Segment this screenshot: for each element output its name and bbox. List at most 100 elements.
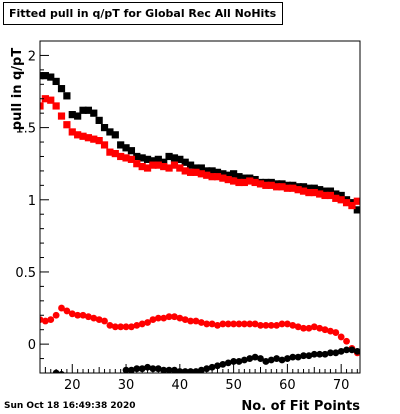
series-2-point (79, 311, 87, 319)
series-3-point (154, 365, 162, 373)
series-1-point (117, 152, 125, 161)
series-3-point (337, 347, 345, 355)
series-1-point (84, 134, 93, 142)
series-3-point (246, 355, 254, 362)
series-2-point (251, 320, 259, 328)
series-2-point (74, 311, 82, 319)
series-0-point (57, 85, 66, 93)
series-3-point (273, 355, 281, 362)
plot-marks (40, 72, 360, 373)
series-2-point (214, 321, 221, 329)
x-tick-label: 40 (172, 378, 189, 393)
series-1-point (246, 177, 254, 185)
series-2-point (52, 311, 60, 319)
series-3-point (262, 358, 270, 365)
series-2-point (289, 321, 297, 329)
series-2-point (224, 320, 232, 328)
series-3-point (235, 358, 243, 365)
series-2-point (332, 329, 340, 336)
series-1-point (95, 137, 103, 145)
series-1-point (278, 183, 286, 191)
x-tick-label: 50 (225, 378, 242, 393)
series-3-point (289, 353, 297, 361)
series-1-point (353, 197, 360, 205)
series-1-point (197, 170, 205, 178)
series-1-point (41, 95, 49, 103)
series-2-point (267, 321, 275, 329)
series-2-point (219, 320, 227, 328)
series-1-point (310, 188, 318, 197)
series-3-point (208, 363, 216, 371)
series-0-point (213, 168, 222, 176)
series-2-point (90, 314, 98, 322)
series-3-point (267, 356, 275, 364)
series-1-point (106, 148, 114, 156)
series-1-point (170, 161, 179, 169)
series-1-point (208, 173, 216, 181)
chart-title: Fitted pull in q/pT for Global Rec All N… (3, 2, 283, 25)
series-2-point (240, 320, 248, 328)
series-2-point (133, 321, 141, 329)
series-0-point (127, 147, 136, 155)
series-0-point (84, 106, 93, 114)
x-tick-label: 60 (279, 378, 296, 393)
series-3-point (138, 365, 146, 373)
series-2-point (310, 323, 318, 331)
series-2-point (192, 317, 200, 325)
series-1-point (224, 175, 232, 184)
timestamp-footer: Sun Oct 18 16:49:38 2020 (4, 401, 136, 411)
series-2-point (208, 320, 216, 328)
series-0-point (154, 155, 162, 163)
series-3-point (294, 353, 302, 361)
series-1-point (316, 190, 324, 198)
series-0-point (192, 164, 200, 172)
series-2-point (321, 326, 329, 334)
series-0-point (219, 170, 227, 178)
series-1-point (40, 102, 44, 110)
series-2-point (117, 323, 125, 331)
series-2-point (305, 324, 313, 332)
series-1-point (63, 121, 71, 129)
series-0-point (203, 167, 211, 175)
series-1-point (111, 149, 119, 158)
series-2-point (278, 320, 286, 328)
series-2-point (181, 316, 189, 323)
series-1-point (57, 112, 66, 120)
series-3-point (257, 355, 264, 362)
series-1-point (165, 164, 173, 172)
series-1-point (256, 180, 265, 188)
x-tick-label: 30 (118, 378, 135, 393)
series-1-point (90, 135, 98, 143)
series-0-point (122, 144, 130, 152)
y-tick-label: 1.5 (15, 122, 36, 137)
series-0-point (79, 106, 87, 114)
series-3-point (305, 352, 313, 360)
series-2-point (58, 304, 65, 312)
series-0-point (208, 167, 216, 175)
series-1-point (337, 196, 345, 204)
series-0-point (106, 128, 114, 136)
y-tick-label: 1 (28, 194, 36, 209)
series-0-point (181, 158, 189, 166)
y-axis-label: pull in q/pT (10, 48, 25, 131)
series-0-point (74, 112, 82, 120)
series-1-point (154, 161, 162, 169)
series-0-point (100, 124, 109, 132)
series-1-point (192, 168, 200, 176)
series-1-point (133, 160, 141, 168)
series-2-point (68, 310, 76, 318)
series-1-point (348, 201, 356, 210)
series-1-point (127, 155, 136, 163)
series-0-point (90, 109, 98, 117)
series-1-point (342, 199, 351, 207)
series-0-point (310, 184, 318, 192)
series-0-point (186, 161, 195, 169)
series-1-point (326, 191, 335, 200)
series-1-point (68, 128, 76, 136)
series-2-point (176, 314, 184, 322)
series-0-point (41, 72, 49, 80)
series-2-point (235, 320, 243, 328)
plot-axes: 20 30 40 50 60 70 0 0.5 1 1.5 2 (15, 40, 361, 393)
series-3-point (224, 359, 232, 367)
